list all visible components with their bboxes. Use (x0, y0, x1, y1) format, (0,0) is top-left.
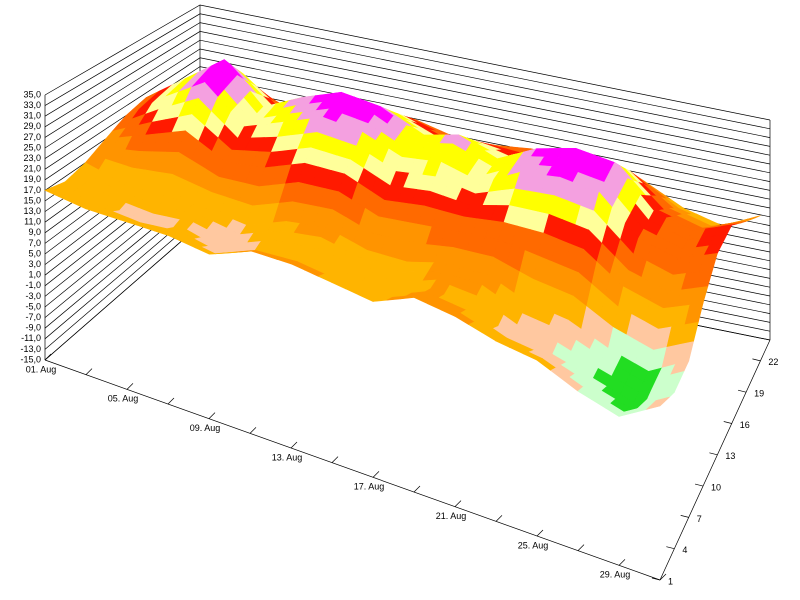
x-tick (290, 441, 298, 449)
z-tick-label: 25,0 (23, 142, 41, 152)
x-tick (331, 456, 339, 463)
z-tick-label: -9,0 (25, 323, 41, 333)
z-tick-label: -5,0 (25, 301, 41, 311)
y-tick-label: 22 (768, 357, 778, 367)
x-axis (44, 359, 661, 581)
y-tick (694, 483, 704, 487)
z-tick-label: -1,0 (25, 280, 41, 290)
y-tick (723, 421, 732, 424)
z-tick-label: 3,0 (28, 259, 41, 269)
x-tick-label: 29. Aug (600, 570, 631, 580)
x-tick (208, 412, 216, 419)
z-tick-label: 9,0 (28, 227, 41, 237)
y-tick-label: 13 (725, 451, 735, 461)
x-tick (454, 500, 462, 507)
x-tick (577, 544, 585, 551)
z-tick-label: 29,0 (23, 121, 41, 131)
wall-edge (44, 224, 201, 361)
x-tick (167, 397, 175, 405)
z-tick-label: 11,0 (24, 217, 41, 227)
x-tick-label: 25. Aug (518, 540, 549, 550)
y-tick-label: 16 (740, 420, 750, 430)
z-tick-label: 13,0 (23, 206, 41, 216)
x-tick-label: 01. Aug (26, 364, 57, 374)
x-tick-label: 17. Aug (354, 482, 385, 492)
z-tick-label: 19,0 (23, 174, 41, 184)
z-tick-label: 21,0 (23, 164, 41, 174)
x-tick (44, 353, 52, 361)
z-tick-label: -3,0 (25, 291, 41, 301)
x-tick-label: 05. Aug (108, 394, 139, 404)
x-tick (413, 485, 421, 493)
z-tick-label: 31,0 (23, 111, 41, 121)
z-tick-label: 27,0 (23, 132, 41, 142)
y-tick-label: 4 (682, 545, 687, 555)
x-tick-label: 09. Aug (190, 423, 221, 433)
y-axis (659, 339, 771, 581)
z-tick-label: 15,0 (23, 195, 41, 205)
x-tick (536, 529, 544, 537)
x-tick (249, 427, 257, 434)
x-tick (372, 471, 380, 478)
z-tick-label: 5,0 (28, 248, 41, 258)
y-tick (738, 389, 747, 393)
y-tick (666, 546, 675, 550)
y-tick (709, 452, 718, 456)
x-tick (495, 515, 503, 522)
y-tick (651, 577, 661, 581)
z-tick-label: -15,0 (20, 354, 41, 364)
z-tick-label: 35,0 (23, 89, 41, 99)
z-tick-label: 33,0 (23, 100, 41, 110)
z-tick-label: 17,0 (23, 185, 41, 195)
z-tick-label: 7,0 (28, 238, 41, 248)
x-tick-label: 13. Aug (272, 452, 303, 462)
x-tick (659, 573, 667, 581)
x-tick (126, 383, 134, 390)
z-tick-label: 1,0 (28, 270, 41, 280)
x-tick-label: 21. Aug (436, 511, 467, 521)
y-tick-label: 1 (668, 576, 673, 586)
y-tick-label: 7 (697, 514, 702, 524)
z-tick-label: -7,0 (25, 312, 41, 322)
y-tick-label: 10 (711, 482, 721, 492)
x-tick (85, 368, 93, 375)
y-tick (752, 358, 761, 362)
z-tick-label: 23,0 (23, 153, 41, 163)
y-tick-label: 19 (754, 389, 764, 399)
surface-patch (646, 401, 666, 410)
x-tick (618, 559, 626, 566)
z-tick-label: -13,0 (20, 344, 41, 354)
z-tick-label: -11,0 (21, 333, 41, 343)
y-tick (680, 515, 689, 518)
